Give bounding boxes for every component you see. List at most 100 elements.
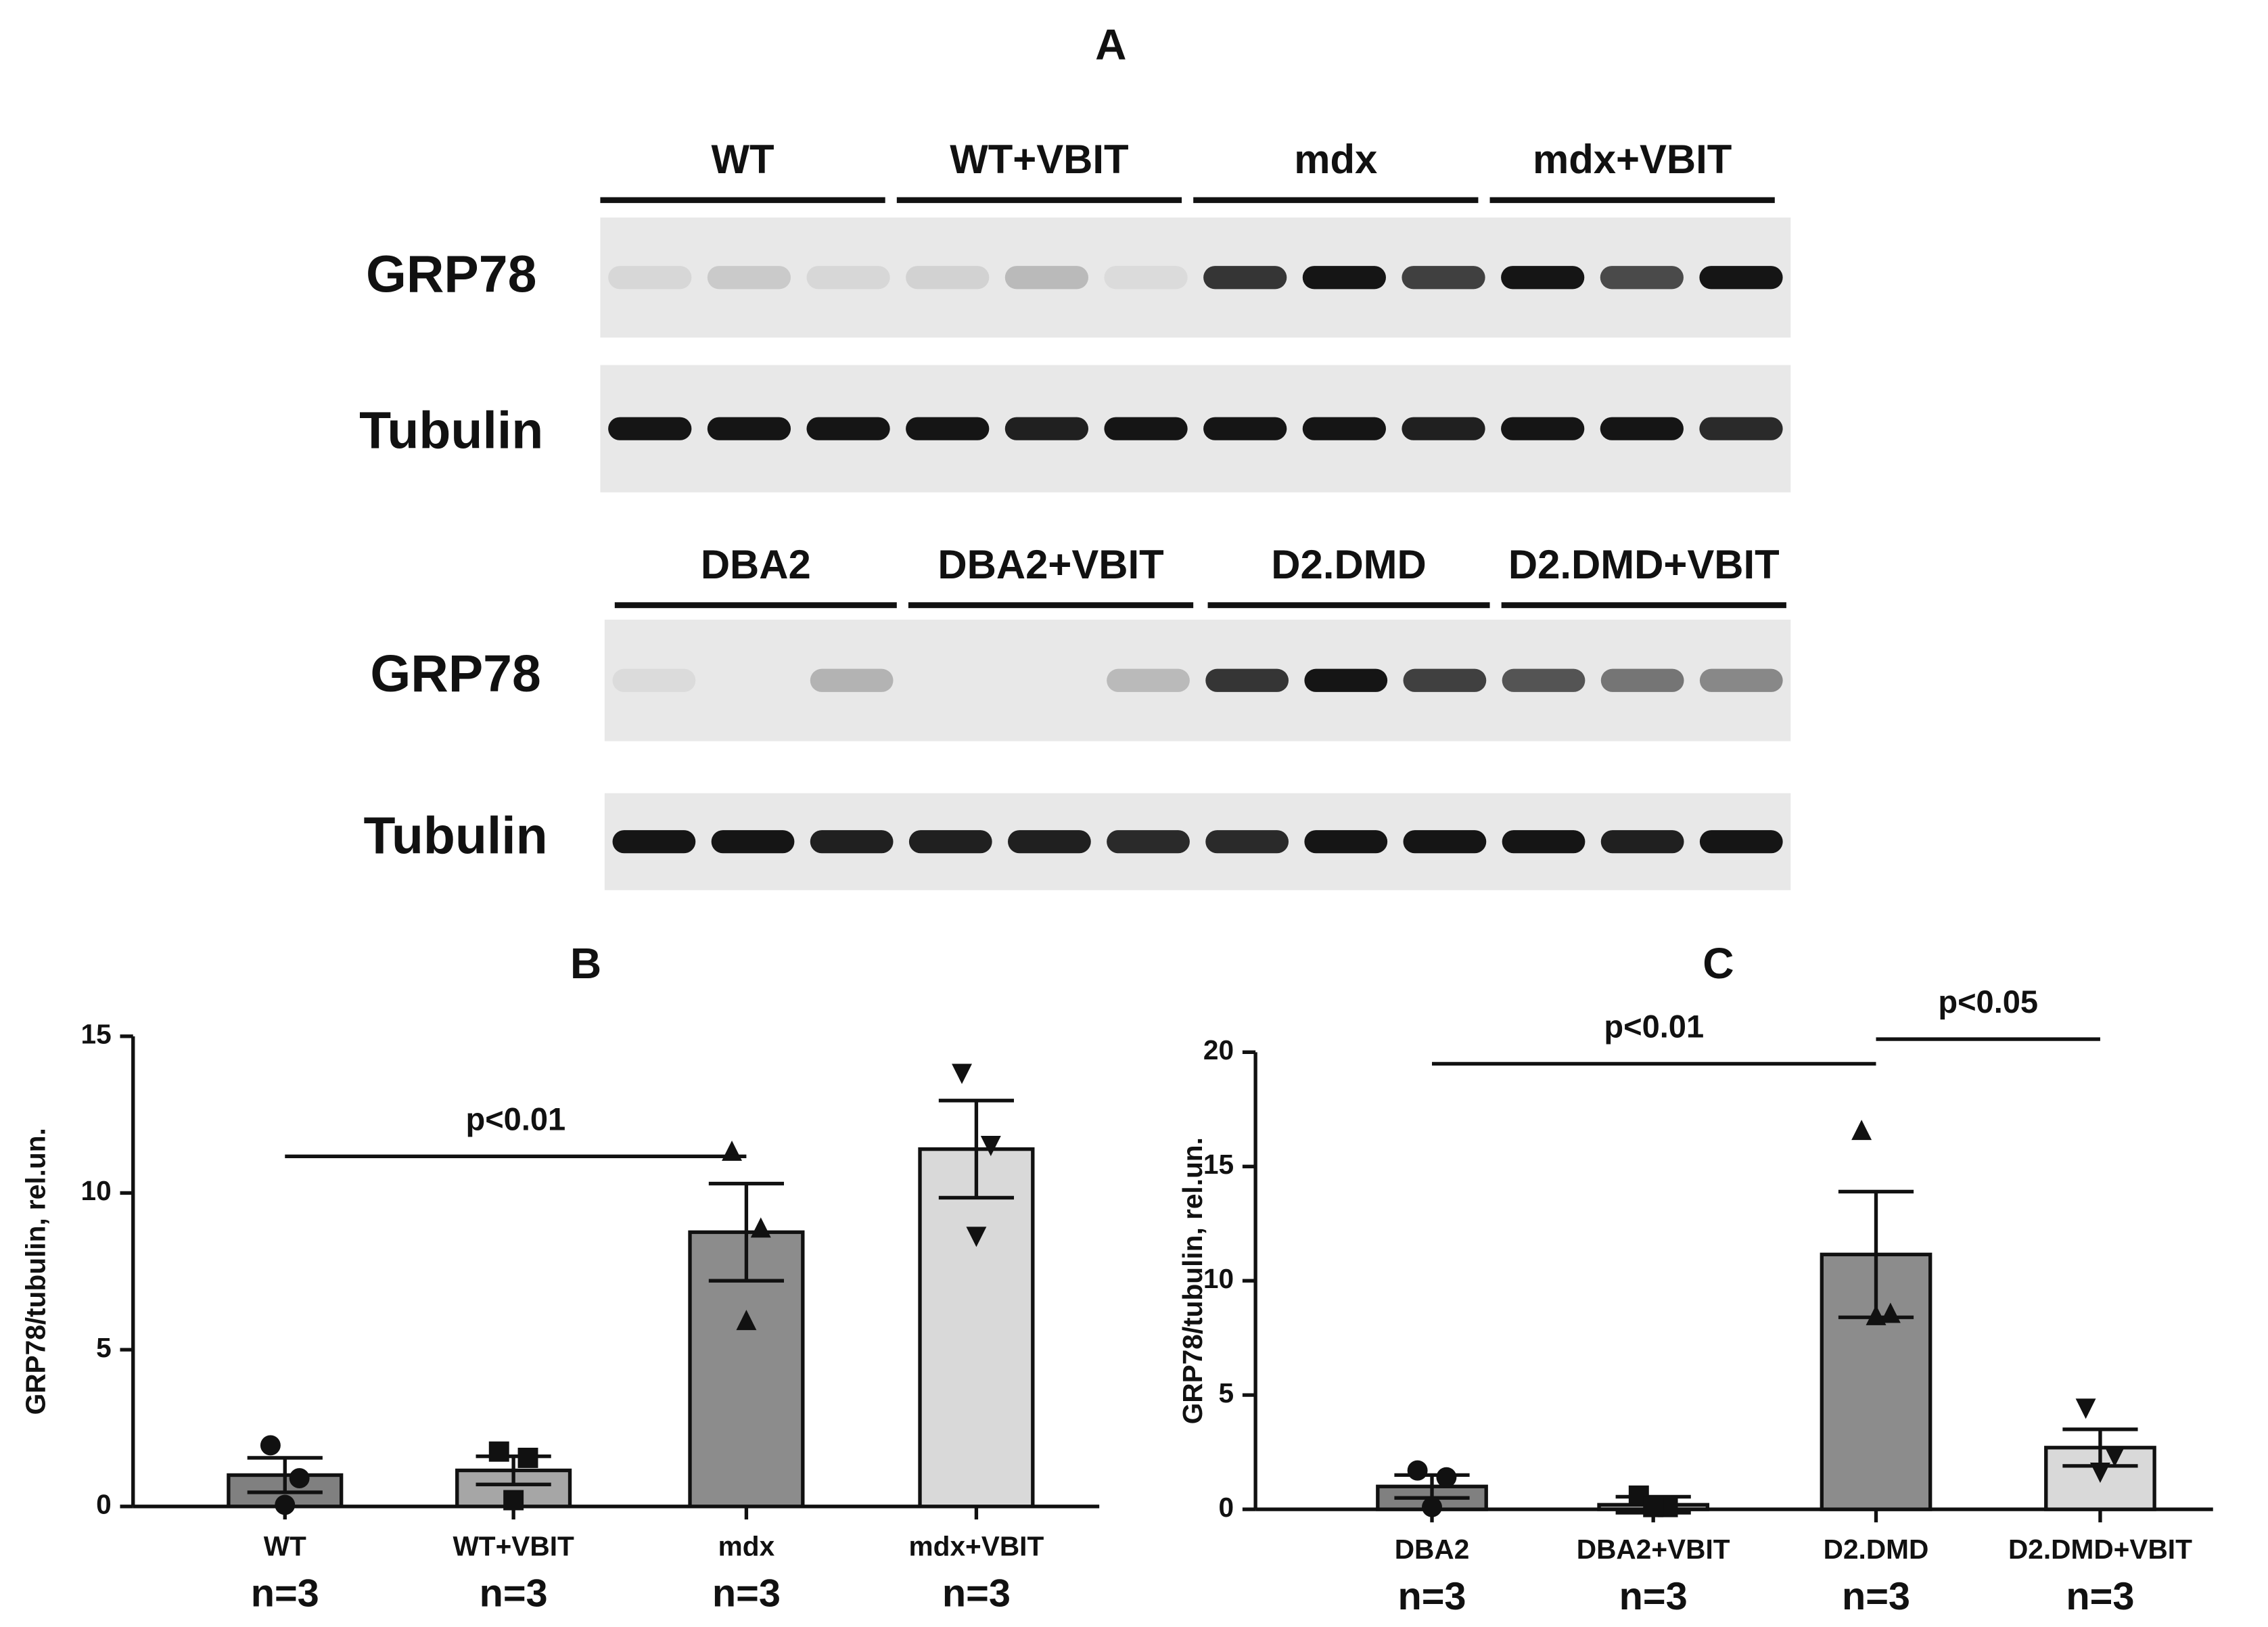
sample-size-label: n=3 [2066,1575,2134,1618]
panel-title: A [1095,20,1126,69]
y-tick-label: 5 [96,1332,112,1363]
blot-band [1008,830,1091,854]
data-point [750,1217,771,1238]
y-tick-label: 15 [80,1019,111,1050]
x-tick-label: mdx [718,1531,775,1562]
blot-band [1104,417,1188,440]
blot-band [707,417,791,440]
blot-band [810,668,894,692]
sample-size-label: n=3 [712,1572,781,1615]
x-tick-label: DBA2+VBIT [1577,1534,1730,1565]
blot-band [1600,417,1684,440]
blot-band [1203,417,1287,440]
blot-membrane [600,217,1791,338]
data-point [517,1448,538,1468]
group-label: DBA2+VBIT [938,542,1163,587]
blot-band [1205,830,1289,854]
blot-band [608,417,692,440]
y-tick-label: 15 [1203,1149,1234,1180]
data-point [2089,1463,2110,1483]
blot-band [1107,830,1190,854]
group-label: D2.DMD [1271,542,1426,587]
blot-band [711,830,795,854]
error-bar [247,1456,323,1494]
blot-band [1403,668,1487,692]
data-point [1436,1467,1457,1488]
blot-band [1403,830,1487,854]
group-label: DBA2 [701,542,811,587]
data-point [2075,1398,2096,1419]
y-axis-label: GRP78/tubulin, rel.un. [1177,1137,1208,1424]
sample-size-label: n=3 [942,1572,1011,1615]
data-point [1880,1302,1901,1323]
chart-title: C [1703,939,1734,988]
blot-band [1501,417,1585,440]
data-point [1643,1496,1664,1517]
row-label: Tubulin [359,402,543,460]
data-point [1851,1120,1872,1141]
blot-band [1205,668,1289,692]
data-point [1422,1496,1442,1517]
significance-label: p<0.05 [1938,984,2038,1019]
group-label: WT [712,137,774,182]
blot-band [1600,830,1684,854]
sample-size-label: n=3 [251,1572,319,1615]
blot-band [1302,417,1386,440]
blot-band [1600,266,1684,290]
blot-band [1699,417,1783,440]
blot-membrane [604,793,1791,890]
x-tick-label: D2.DMD [1824,1534,1929,1565]
group-label: mdx [1294,137,1377,182]
blot-band [1501,266,1585,290]
group-label: WT+VBIT [950,137,1128,182]
row-label: GRP78 [366,246,536,304]
y-axis-label: GRP78/tubulin, rel.un. [20,1128,51,1415]
blot-band [612,668,696,692]
bar [918,1147,1035,1509]
blot-band [1104,266,1188,290]
blot-band [1699,830,1783,854]
data-point [952,1063,972,1084]
blot-band [908,830,992,854]
data-point [275,1494,296,1515]
sample-size-label: n=3 [480,1572,548,1615]
blot-band [1402,417,1485,440]
data-point [966,1227,987,1247]
sample-size-label: n=3 [1619,1575,1688,1618]
error-bar [476,1454,551,1487]
significance-label: p<0.01 [1604,1009,1704,1045]
row-label: GRP78 [370,645,540,703]
blot-band [1502,830,1586,854]
x-tick-label: D2.DMD+VBIT [2008,1534,2192,1565]
data-point [1866,1304,1887,1325]
data-point [289,1468,310,1489]
group-label: mdx+VBIT [1533,137,1732,182]
data-point [2104,1446,2125,1467]
blot-band [1304,668,1388,692]
y-tick-label: 0 [1218,1492,1234,1523]
blot-band [1004,417,1088,440]
data-point [736,1310,757,1331]
x-tick-label: mdx+VBIT [909,1531,1044,1562]
blot-membrane [604,619,1791,741]
blot-band [806,417,890,440]
blot-band [1107,668,1190,692]
error-bar [708,1181,785,1283]
group-label: D2.DMD+VBIT [1508,542,1780,587]
blot-membrane [600,365,1791,492]
blot-band [1699,266,1783,290]
significance-label: p<0.01 [465,1101,565,1137]
y-tick-label: 0 [96,1489,112,1520]
blot-band [806,266,890,290]
blot-band [1304,830,1388,854]
blot-band [906,417,990,440]
blot-band [1502,668,1586,692]
y-tick-label: 10 [80,1175,111,1206]
error-bar [938,1099,1015,1200]
blot-band [1402,266,1485,290]
blot-band [906,266,990,290]
blot-band [707,266,791,290]
data-point [980,1136,1001,1156]
sample-size-label: n=3 [1842,1575,1910,1618]
